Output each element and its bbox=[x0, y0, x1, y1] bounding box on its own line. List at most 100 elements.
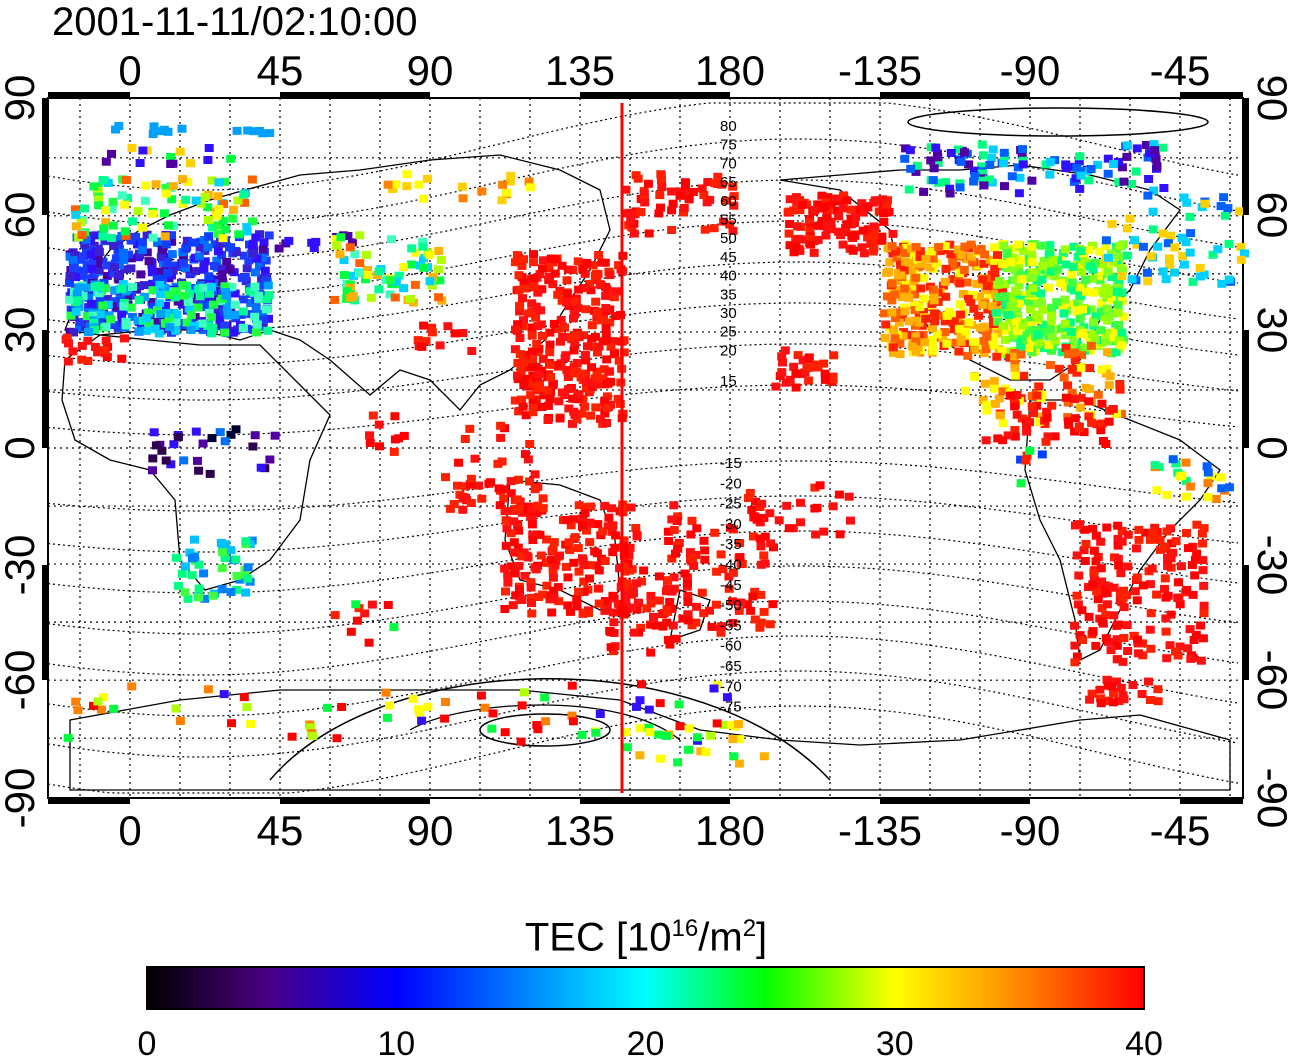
tec-point bbox=[175, 717, 185, 725]
tec-point bbox=[1045, 170, 1055, 179]
tec-point bbox=[568, 419, 577, 428]
tec-point bbox=[1132, 240, 1142, 249]
tec-point bbox=[1010, 275, 1020, 284]
tec-point bbox=[1038, 305, 1048, 314]
contour-line bbox=[47, 495, 1239, 553]
tec-point bbox=[1148, 207, 1158, 216]
tec-point bbox=[530, 485, 540, 494]
tec-point bbox=[545, 272, 554, 281]
tec-point bbox=[613, 394, 623, 403]
tec-point bbox=[1175, 600, 1185, 609]
tec-point bbox=[598, 527, 608, 536]
tec-point bbox=[945, 184, 955, 193]
tec-point bbox=[208, 591, 218, 600]
tec-point bbox=[679, 204, 689, 212]
tec-point bbox=[554, 597, 564, 606]
tec-point bbox=[1097, 298, 1107, 307]
tec-point bbox=[77, 355, 87, 364]
tec-point bbox=[619, 336, 629, 345]
tec-point bbox=[517, 552, 527, 561]
tec-point bbox=[84, 289, 93, 297]
tec-point bbox=[1070, 641, 1080, 650]
tec-point bbox=[527, 609, 537, 618]
tec-point bbox=[501, 516, 511, 525]
tec-point bbox=[382, 713, 392, 722]
tec-point bbox=[728, 619, 738, 627]
tec-point bbox=[177, 569, 187, 578]
tec-point bbox=[503, 578, 513, 587]
tec-point bbox=[1034, 417, 1044, 426]
tec-point bbox=[517, 596, 527, 604]
tec-point bbox=[389, 447, 399, 456]
tec-point bbox=[1175, 642, 1185, 651]
tec-point bbox=[217, 585, 227, 594]
tec-point bbox=[1039, 256, 1049, 265]
tec-point bbox=[802, 364, 812, 372]
tec-point bbox=[1137, 690, 1147, 698]
tec-point bbox=[390, 293, 400, 302]
tec-point bbox=[218, 216, 228, 225]
axis-bar-bottom bbox=[1180, 798, 1243, 804]
tec-point bbox=[734, 759, 744, 768]
tec-point bbox=[1063, 398, 1073, 407]
tec-point bbox=[819, 527, 829, 536]
tec-point bbox=[1061, 164, 1071, 172]
tec-point bbox=[989, 341, 999, 349]
tec-point bbox=[839, 191, 849, 200]
tec-point bbox=[614, 356, 624, 365]
tec-point bbox=[990, 259, 1000, 267]
tec-point bbox=[525, 477, 535, 486]
tec-point bbox=[574, 587, 584, 596]
tec-point bbox=[1093, 595, 1103, 604]
tec-point bbox=[969, 177, 979, 186]
tec-point bbox=[217, 564, 227, 573]
tec-point bbox=[204, 272, 214, 281]
tec-point bbox=[946, 250, 956, 259]
tec-point bbox=[1005, 391, 1015, 400]
colorbar-ticks: 0 10 20 30 40 bbox=[138, 1025, 1163, 1057]
tec-point bbox=[1176, 562, 1186, 571]
tec-point bbox=[667, 206, 677, 215]
tec-point bbox=[330, 611, 340, 620]
tec-point bbox=[793, 222, 803, 231]
tec-point bbox=[263, 326, 273, 335]
tec-point bbox=[1008, 331, 1018, 340]
tec-point bbox=[580, 402, 590, 411]
tec-point bbox=[540, 693, 550, 702]
tec-point bbox=[984, 290, 994, 299]
tec-point bbox=[598, 374, 608, 383]
tec-data-points bbox=[61, 122, 1249, 768]
tec-point bbox=[385, 275, 395, 284]
tec-point bbox=[1030, 325, 1040, 334]
tec-point bbox=[83, 283, 93, 292]
tec-point bbox=[1092, 587, 1102, 596]
top-lon-tick-label: -45 bbox=[1150, 47, 1211, 94]
tec-point bbox=[1161, 275, 1171, 284]
tec-point bbox=[1153, 697, 1163, 706]
tec-point bbox=[222, 297, 232, 306]
tec-point bbox=[219, 690, 229, 699]
tec-point bbox=[119, 306, 129, 315]
tec-point bbox=[208, 323, 218, 332]
tec-point bbox=[95, 281, 105, 290]
tec-point bbox=[989, 243, 999, 252]
tec-point bbox=[562, 515, 572, 524]
tec-point bbox=[154, 329, 164, 338]
tec-point bbox=[719, 720, 729, 729]
tec-point bbox=[789, 206, 799, 215]
tec-point bbox=[585, 561, 595, 570]
tec-point bbox=[894, 308, 904, 317]
tec-point bbox=[1165, 260, 1175, 269]
tec-point bbox=[1005, 353, 1015, 362]
tec-point bbox=[86, 299, 96, 308]
top-lon-tick-label: -135 bbox=[838, 47, 922, 94]
tec-point bbox=[1067, 327, 1076, 336]
left-lat-tick-label: -90 bbox=[0, 768, 43, 829]
tec-point bbox=[427, 328, 437, 337]
tec-point bbox=[1181, 476, 1191, 485]
tec-point bbox=[182, 236, 192, 245]
tec-point bbox=[149, 122, 159, 131]
tec-point bbox=[743, 494, 753, 502]
tec-point bbox=[250, 268, 260, 277]
tec-point bbox=[1153, 242, 1163, 251]
